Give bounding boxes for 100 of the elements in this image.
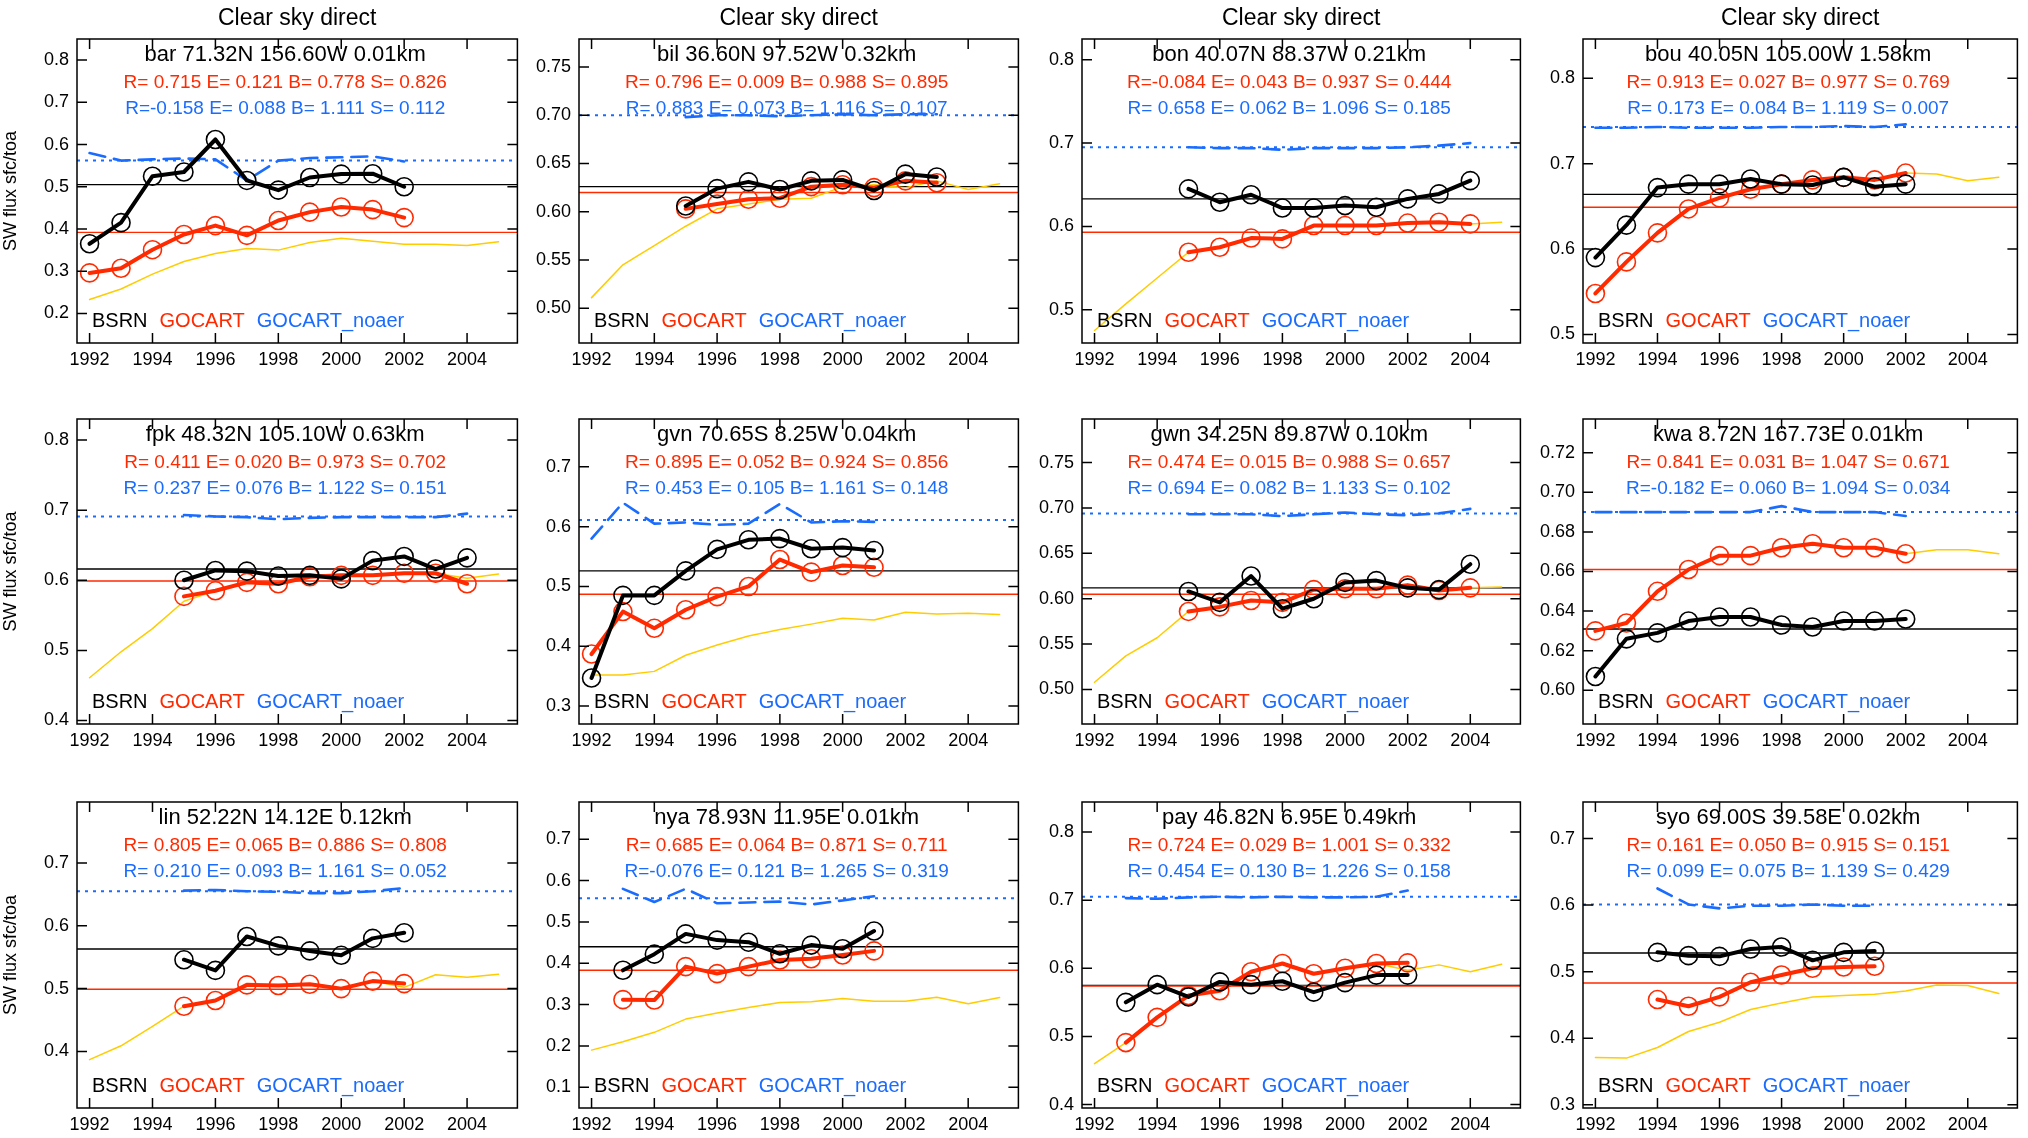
x-tick-label: 2000 — [321, 348, 362, 369]
x-tick-label: 1998 — [759, 1113, 800, 1134]
y-tick-label: 0.72 — [1539, 441, 1575, 462]
text: GOCART_noaer — [758, 308, 907, 332]
x-tick-label: 1996 — [195, 1113, 236, 1134]
text: GOCART_noaer — [1261, 308, 1410, 332]
x-tick-label: 2000 — [1325, 1113, 1366, 1134]
annotation: R= 0.715 E= 0.121 B= 0.778 S= 0.826 — [123, 71, 447, 93]
text: GOCART_noaer — [1261, 1073, 1410, 1097]
x-tick-label: 2004 — [1947, 729, 1988, 750]
y-tick-label: 0.4 — [43, 1040, 69, 1061]
y-tick-label: 0.5 — [1048, 1025, 1074, 1046]
x-tick-label: 2004 — [948, 348, 989, 369]
x-tick-label: 1994 — [634, 348, 675, 369]
x-tick-label: 1992 — [1074, 729, 1115, 750]
text: GOCART — [661, 308, 747, 331]
y-tick-label: 0.3 — [545, 993, 571, 1014]
y-tick-label: 0.3 — [43, 260, 69, 281]
x-tick-label: 1996 — [1699, 729, 1740, 750]
chart-subtitle: gvn 70.65S 8.25W 0.04km — [657, 421, 917, 447]
x-tick-label: 2004 — [447, 1113, 488, 1134]
x-tick-label: 1996 — [195, 348, 236, 369]
text: BSRN — [92, 308, 148, 331]
x-tick-label: 1996 — [1699, 1113, 1740, 1134]
text: BSRN — [1097, 1073, 1153, 1096]
y-tick-label: 0.6 — [43, 914, 69, 935]
x-tick-label: 1994 — [634, 729, 675, 750]
text: GOCART — [1665, 1073, 1751, 1096]
chart-title: Clear sky direct — [217, 4, 378, 31]
annotation: R=-0.076 E= 0.121 B= 1.265 S= 0.319 — [624, 860, 949, 882]
text: GOCART — [661, 689, 747, 712]
chart-subtitle: bon 40.07N 88.37W 0.21km — [1152, 41, 1427, 67]
annotation: R=-0.158 E= 0.088 B= 1.111 S= 0.112 — [125, 97, 446, 119]
y-tick-label: 0.70 — [535, 104, 571, 125]
y-tick-label: 0.8 — [1048, 820, 1074, 841]
annotation: R= 0.841 E= 0.031 B= 1.047 S= 0.671 — [1626, 451, 1950, 473]
y-tick-label: 0.75 — [1038, 451, 1074, 472]
x-tick-label: 2000 — [1325, 348, 1366, 369]
text: GOCART — [159, 689, 245, 712]
text: BSRN — [594, 1073, 650, 1096]
text: GOCART — [1665, 689, 1751, 712]
y-tick-label: 0.6 — [1048, 215, 1074, 236]
x-tick-label: 2004 — [447, 729, 488, 750]
y-tick-label: 0.5 — [1549, 323, 1575, 344]
x-tick-label: 1996 — [1699, 348, 1740, 369]
text: GOCART — [1164, 308, 1250, 331]
y-tick-label: 0.5 — [1048, 298, 1074, 319]
text: BSRN — [1097, 689, 1153, 712]
x-tick-label: 1994 — [132, 1113, 173, 1134]
annotation: R= 0.237 E= 0.076 B= 1.122 S= 0.151 — [123, 477, 447, 499]
y-tick-label: 0.60 — [535, 200, 571, 221]
y-tick-label: 0.60 — [1539, 679, 1575, 700]
y-tick-label: 0.7 — [1048, 889, 1074, 910]
y-tick-label: 0.7 — [43, 499, 69, 520]
annotation: R= 0.724 E= 0.029 B= 1.001 S= 0.332 — [1127, 834, 1451, 856]
text: GOCART_noaer — [1261, 689, 1410, 713]
text: GOCART_noaer — [256, 689, 405, 713]
text: BSRN — [92, 1073, 148, 1096]
text: GOCART_noaer — [758, 1073, 907, 1097]
annotation: R= 0.173 E= 0.084 B= 1.119 S= 0.007 — [1627, 97, 1950, 119]
x-tick-label: 2002 — [384, 729, 425, 750]
y-tick-label: 0.3 — [1549, 1093, 1575, 1114]
x-tick-label: 1996 — [1199, 1113, 1240, 1134]
y-axis-title: SW flux sfc/toa — [0, 130, 20, 252]
x-tick-label: 1992 — [1575, 348, 1616, 369]
annotation: R= 0.694 E= 0.082 B= 1.133 S= 0.102 — [1127, 477, 1451, 499]
y-tick-label: 0.7 — [43, 851, 69, 872]
x-tick-label: 1994 — [634, 1113, 675, 1134]
annotation: R=-0.182 E= 0.060 B= 1.094 S= 0.034 — [1626, 477, 1951, 499]
x-tick-label: 1998 — [1262, 729, 1303, 750]
annotation: R= 0.161 E= 0.050 B= 0.915 S= 0.151 — [1626, 834, 1950, 856]
annotation: R= 0.658 E= 0.062 B= 1.096 S= 0.185 — [1127, 97, 1451, 119]
y-axis-title: SW flux sfc/toa — [0, 894, 20, 1016]
x-tick-label: 2004 — [1450, 729, 1491, 750]
chart-title: Clear sky direct — [1720, 4, 1881, 31]
chart-subtitle: bar 71.32N 156.60W 0.01km — [144, 41, 426, 67]
y-tick-label: 0.1 — [545, 1076, 571, 1097]
chart-subtitle: syo 69.00S 39.58E 0.02km — [1656, 804, 1921, 830]
x-tick-label: 2002 — [384, 348, 425, 369]
y-tick-label: 0.5 — [43, 639, 69, 660]
x-tick-label: 2000 — [1823, 1113, 1864, 1134]
x-tick-label: 1998 — [258, 1113, 299, 1134]
y-tick-label: 0.8 — [1048, 48, 1074, 69]
x-tick-label: 1996 — [697, 348, 738, 369]
x-tick-label: 2004 — [948, 1113, 989, 1134]
x-tick-label: 1998 — [1761, 729, 1802, 750]
x-tick-label: 2000 — [822, 1113, 863, 1134]
x-tick-label: 1992 — [1074, 1113, 1115, 1134]
y-tick-label: 0.5 — [1549, 960, 1575, 981]
y-tick-label: 0.6 — [43, 569, 69, 590]
chart-subtitle: gwn 34.25N 89.87W 0.10km — [1150, 421, 1428, 447]
x-tick-label: 1998 — [759, 348, 800, 369]
x-tick-label: 1992 — [1575, 729, 1616, 750]
x-tick-label: 2002 — [885, 1113, 926, 1134]
annotation: R= 0.210 E= 0.093 B= 1.161 S= 0.052 — [123, 860, 447, 882]
y-tick-label: 0.5 — [43, 977, 69, 998]
annotation: R= 0.453 E= 0.105 B= 1.161 S= 0.148 — [625, 477, 949, 499]
y-tick-label: 0.8 — [43, 49, 69, 70]
x-tick-label: 1992 — [1575, 1113, 1616, 1134]
y-tick-label: 0.70 — [1539, 481, 1575, 502]
